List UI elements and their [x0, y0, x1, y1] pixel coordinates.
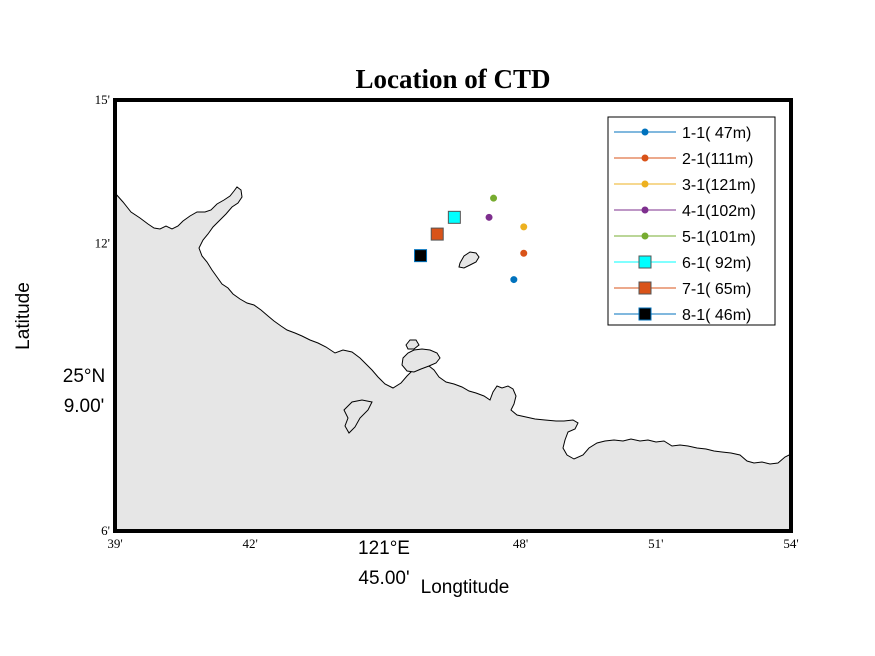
legend-label: 7-1( 65m) [682, 281, 751, 298]
chart-title: Location of CTD [356, 64, 551, 94]
legend-marker [641, 206, 649, 214]
x-tick-label: 42' [243, 536, 258, 551]
legend-marker [638, 255, 652, 269]
station-markers [414, 194, 528, 284]
legend-label: 2-1(111m) [682, 151, 753, 168]
station-point [520, 249, 528, 257]
x-tick-label: 39' [107, 536, 122, 551]
y-ticks: 15' 12' 6' [95, 92, 110, 538]
x-tick-label: 51' [648, 536, 663, 551]
x-corner-label-deg: 121°E [358, 538, 410, 559]
station-point [490, 194, 498, 202]
station-point [510, 276, 518, 284]
y-corner-label-deg: 25°N [63, 366, 105, 387]
legend: 1-1( 47m) 2-1(111m) 3-1(121m) 4-1(102m) 5-1(… [607, 116, 776, 326]
x-axis-label: Longtitude [421, 577, 510, 598]
legend-label: 5-1(101m) [682, 229, 756, 246]
peninsula [343, 399, 373, 434]
legend-label: 1-1( 47m) [682, 125, 751, 142]
x-tick-label: 48' [513, 536, 528, 551]
y-corner-label-min: 9.00' [64, 396, 105, 417]
legend-marker [641, 232, 649, 240]
x-tick-label: 54' [783, 536, 798, 551]
island-small [458, 251, 480, 269]
station-point [520, 223, 528, 231]
station-point [485, 213, 493, 221]
x-corner-label-min: 45.00' [358, 568, 409, 589]
legend-label: 3-1(121m) [682, 177, 756, 194]
legend-marker [641, 128, 649, 136]
legend-label: 6-1( 92m) [682, 255, 751, 272]
x-ticks: 39' 42' 48' 51' 54' [107, 536, 798, 551]
legend-label: 8-1( 46m) [682, 307, 751, 324]
axes-frame [113, 98, 793, 533]
station-point [430, 227, 444, 241]
y-axis-label: Latitude [13, 282, 34, 350]
legend-marker [641, 154, 649, 162]
island-coastal [401, 348, 441, 373]
islet [405, 339, 420, 350]
y-tick-label: 15' [95, 92, 110, 107]
legend-marker [638, 307, 652, 321]
y-tick-label: 6' [101, 523, 110, 538]
station-point [414, 249, 428, 263]
legend-box [607, 116, 776, 326]
y-tick-label: 12' [95, 236, 110, 251]
station-point [447, 210, 461, 224]
legend-marker [638, 281, 652, 295]
legend-label: 4-1(102m) [682, 203, 756, 220]
legend-marker [641, 180, 649, 188]
